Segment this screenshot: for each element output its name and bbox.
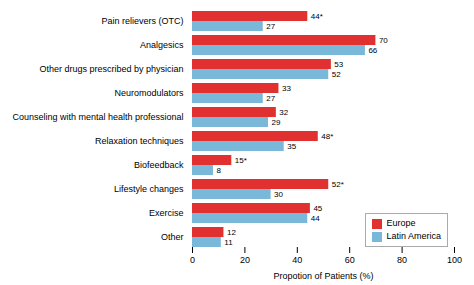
svg-text:40: 40	[292, 255, 302, 265]
svg-text:Pain relievers (OTC): Pain relievers (OTC)	[101, 16, 183, 26]
svg-text:44*: 44*	[311, 12, 323, 21]
svg-text:Neuromodulators: Neuromodulators	[114, 88, 184, 98]
svg-text:30: 30	[274, 190, 283, 199]
svg-text:0: 0	[190, 255, 195, 265]
svg-text:27: 27	[266, 22, 275, 31]
svg-text:12: 12	[227, 228, 236, 237]
svg-text:Other drugs prescribed by phys: Other drugs prescribed by physician	[39, 64, 183, 74]
svg-text:Relaxation techniques: Relaxation techniques	[95, 136, 184, 146]
svg-text:Analgesics: Analgesics	[140, 40, 184, 50]
svg-text:53: 53	[334, 60, 343, 69]
svg-text:Lifestyle changes: Lifestyle changes	[114, 184, 184, 194]
svg-text:27: 27	[266, 94, 275, 103]
svg-text:Propotion of Patients (%): Propotion of Patients (%)	[273, 271, 373, 281]
svg-text:100: 100	[447, 255, 462, 265]
svg-text:66: 66	[368, 46, 377, 55]
svg-text:33: 33	[282, 84, 291, 93]
svg-text:32: 32	[279, 108, 288, 117]
svg-text:45: 45	[313, 204, 322, 213]
svg-text:60: 60	[345, 255, 355, 265]
svg-text:52: 52	[332, 70, 341, 79]
svg-text:35: 35	[287, 142, 296, 151]
svg-text:70: 70	[379, 36, 388, 45]
html-text:Europe: Europe	[386, 218, 416, 228]
svg-text:20: 20	[240, 255, 250, 265]
svg-text:Counseling with mental health: Counseling with mental health profession…	[12, 112, 183, 122]
svg-text:52*: 52*	[332, 180, 344, 189]
svg-text:11: 11	[224, 238, 233, 247]
svg-text:Biofeedback: Biofeedback	[134, 160, 184, 170]
html-text:Latin America: Latin America	[386, 231, 441, 241]
svg-text:48*: 48*	[321, 132, 333, 141]
svg-text:15*: 15*	[235, 156, 247, 165]
svg-text:80: 80	[397, 255, 407, 265]
svg-text:44: 44	[311, 214, 320, 223]
svg-text:Other: Other	[161, 232, 184, 242]
svg-text:29: 29	[271, 118, 280, 127]
svg-text:8: 8	[216, 166, 221, 175]
svg-text:Exercise: Exercise	[149, 208, 184, 218]
